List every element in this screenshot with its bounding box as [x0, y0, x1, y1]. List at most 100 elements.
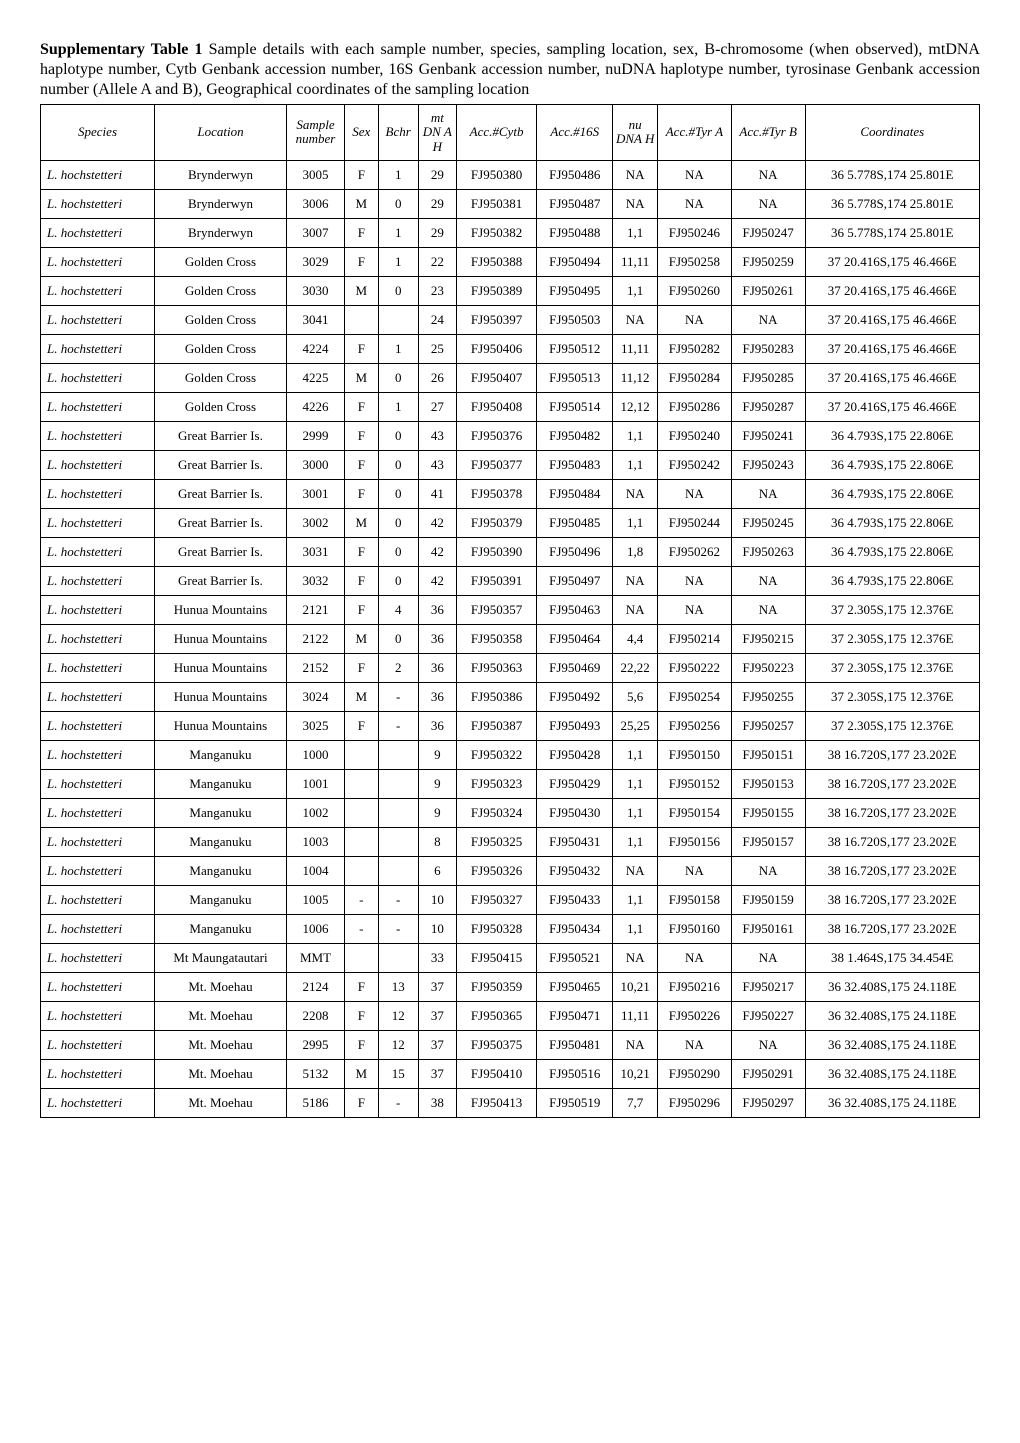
cell: F	[345, 972, 379, 1001]
cell: L. hochstetteri	[41, 566, 155, 595]
table-row: L. hochstetteriGolden Cross4224F125FJ950…	[41, 334, 980, 363]
cell: F	[345, 595, 379, 624]
cell: 37 2.305S,175 12.376E	[805, 682, 979, 711]
cell: M	[345, 363, 379, 392]
cell: FJ950481	[537, 1030, 613, 1059]
cell: 29	[418, 160, 456, 189]
cell: Mt Maungatautari	[155, 943, 287, 972]
cell: 36 5.778S,174 25.801E	[805, 189, 979, 218]
cell: 37 20.416S,175 46.466E	[805, 363, 979, 392]
cell: NA	[613, 305, 658, 334]
cell: FJ950243	[731, 450, 805, 479]
cell: Golden Cross	[155, 363, 287, 392]
cell: FJ950492	[537, 682, 613, 711]
cell: FJ950258	[658, 247, 732, 276]
table-row: L. hochstetteriGreat Barrier Is.3001F041…	[41, 479, 980, 508]
cell: FJ950256	[658, 711, 732, 740]
cell: NA	[731, 189, 805, 218]
col-location: Location	[155, 105, 287, 161]
cell: F	[345, 218, 379, 247]
cell: 37	[418, 1059, 456, 1088]
cell: FJ950390	[456, 537, 536, 566]
cell: 36 4.793S,175 22.806E	[805, 479, 979, 508]
cell: 2124	[286, 972, 344, 1001]
cell: 2152	[286, 653, 344, 682]
table-row: L. hochstetteriMt. Moehau2995F1237FJ9503…	[41, 1030, 980, 1059]
cell: F	[345, 392, 379, 421]
cell: NA	[658, 943, 732, 972]
cell: 37	[418, 1030, 456, 1059]
cell: NA	[613, 479, 658, 508]
cell: 1	[378, 218, 418, 247]
cell	[345, 769, 379, 798]
cell: 3030	[286, 276, 344, 305]
cell: FJ950242	[658, 450, 732, 479]
cell: Great Barrier Is.	[155, 450, 287, 479]
cell: NA	[731, 856, 805, 885]
cell: NA	[613, 943, 658, 972]
table-row: L. hochstetteriHunua Mountains2152F236FJ…	[41, 653, 980, 682]
cell: FJ950291	[731, 1059, 805, 1088]
cell: FJ950482	[537, 421, 613, 450]
cell	[378, 798, 418, 827]
cell: FJ950463	[537, 595, 613, 624]
cell: FJ950495	[537, 276, 613, 305]
cell: FJ950503	[537, 305, 613, 334]
cell: FJ950386	[456, 682, 536, 711]
cell: L. hochstetteri	[41, 711, 155, 740]
cell: 1,1	[613, 827, 658, 856]
cell: 1	[378, 247, 418, 276]
cell: FJ950154	[658, 798, 732, 827]
cell: FJ950388	[456, 247, 536, 276]
col-cytb: Acc.#Cytb	[456, 105, 536, 161]
cell: 1,1	[613, 218, 658, 247]
cell: 6	[418, 856, 456, 885]
table-row: L. hochstetteriMt. Moehau5132M1537FJ9504…	[41, 1059, 980, 1088]
cell: FJ950464	[537, 624, 613, 653]
cell: FJ950158	[658, 885, 732, 914]
cell: 41	[418, 479, 456, 508]
cell: FJ950410	[456, 1059, 536, 1088]
cell: FJ950161	[731, 914, 805, 943]
col-16s: Acc.#16S	[537, 105, 613, 161]
cell: FJ950379	[456, 508, 536, 537]
table-row: L. hochstetteriMt. Moehau2208F1237FJ9503…	[41, 1001, 980, 1030]
cell: 36 4.793S,175 22.806E	[805, 421, 979, 450]
cell: 37 2.305S,175 12.376E	[805, 653, 979, 682]
cell: 2999	[286, 421, 344, 450]
cell: 4225	[286, 363, 344, 392]
cell: Manganuku	[155, 885, 287, 914]
cell: -	[378, 711, 418, 740]
cell: 29	[418, 218, 456, 247]
cell: M	[345, 508, 379, 537]
cell: 38 16.720S,177 23.202E	[805, 914, 979, 943]
cell: Hunua Mountains	[155, 624, 287, 653]
cell: F	[345, 160, 379, 189]
cell: 25	[418, 334, 456, 363]
cell: 3006	[286, 189, 344, 218]
cell: 0	[378, 624, 418, 653]
cell: NA	[613, 189, 658, 218]
cell: 0	[378, 479, 418, 508]
cell: FJ950156	[658, 827, 732, 856]
cell: FJ950433	[537, 885, 613, 914]
cell: NA	[658, 566, 732, 595]
cell: F	[345, 1088, 379, 1117]
cell: FJ950153	[731, 769, 805, 798]
cell: L. hochstetteri	[41, 363, 155, 392]
col-mtdna: mt DN A H	[418, 105, 456, 161]
table-row: L. hochstetteriManganuku10046FJ950326FJ9…	[41, 856, 980, 885]
cell: -	[378, 914, 418, 943]
cell: FJ950357	[456, 595, 536, 624]
cell: FJ950483	[537, 450, 613, 479]
cell	[345, 943, 379, 972]
cell: 1005	[286, 885, 344, 914]
cell: 3024	[286, 682, 344, 711]
cell: L. hochstetteri	[41, 972, 155, 1001]
cell: FJ950152	[658, 769, 732, 798]
cell: FJ950151	[731, 740, 805, 769]
table-row: L. hochstetteriBrynderwyn3007F129FJ95038…	[41, 218, 980, 247]
cell: FJ950214	[658, 624, 732, 653]
cell: L. hochstetteri	[41, 885, 155, 914]
table-row: L. hochstetteriGolden Cross3030M023FJ950…	[41, 276, 980, 305]
